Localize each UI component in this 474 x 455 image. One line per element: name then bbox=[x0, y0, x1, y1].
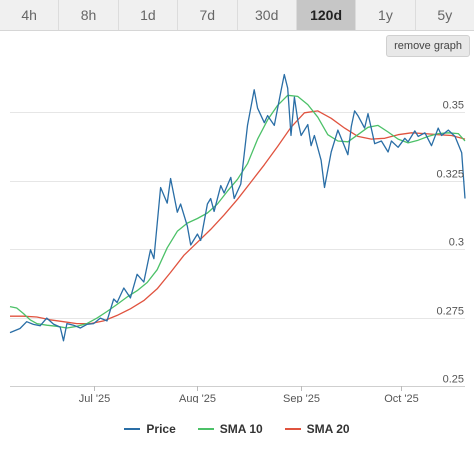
y-axis: 0.25 0.275 0.3 0.325 0.35 bbox=[436, 100, 464, 386]
tab-8h[interactable]: 8h bbox=[59, 0, 119, 30]
tab-4h[interactable]: 4h bbox=[0, 0, 60, 30]
tab-7d[interactable]: 7d bbox=[178, 0, 238, 30]
range-tab-bar: 4h 8h 1d 7d 30d 120d 1y 5y bbox=[0, 0, 474, 31]
legend-item-price[interactable]: Price bbox=[124, 422, 176, 436]
x-tick-label: Aug '25 bbox=[179, 393, 216, 403]
legend-item-sma10[interactable]: SMA 10 bbox=[197, 422, 263, 436]
y-tick-label: 0.275 bbox=[436, 306, 464, 318]
tab-120d[interactable]: 120d bbox=[296, 0, 357, 30]
price-swatch bbox=[124, 428, 141, 430]
legend-label-sma10: SMA 10 bbox=[219, 422, 263, 436]
tab-1y[interactable]: 1y bbox=[356, 0, 416, 30]
sma10-line bbox=[9, 94, 466, 329]
x-tick-label: Jul '25 bbox=[79, 393, 110, 403]
y-tick-label: 0.25 bbox=[443, 374, 464, 386]
x-axis: Jul '25 Aug '25 Sep '25 Oct '25 bbox=[10, 386, 465, 403]
y-tick-label: 0.325 bbox=[436, 169, 464, 181]
price-line bbox=[9, 73, 466, 342]
x-tick-label: Sep '25 bbox=[283, 393, 320, 403]
remove-graph-button[interactable]: remove graph bbox=[386, 35, 470, 57]
sma20-line bbox=[10, 110, 466, 325]
tab-1d[interactable]: 1d bbox=[119, 0, 179, 30]
tab-5y[interactable]: 5y bbox=[437, 7, 453, 23]
sma20-swatch bbox=[284, 428, 301, 430]
price-chart: Jul '25 Aug '25 Sep '25 Oct '25 0.250.2750.… bbox=[9, 73, 466, 403]
y-tick-label: 0.3 bbox=[449, 237, 464, 249]
y-tick-label: 0.35 bbox=[443, 100, 464, 112]
chart-legend: Price SMA 10 SMA 20 bbox=[0, 418, 474, 440]
legend-item-sma20[interactable]: SMA 20 bbox=[284, 422, 350, 436]
legend-label-sma20: SMA 20 bbox=[306, 422, 350, 436]
sma10-swatch bbox=[197, 428, 214, 430]
x-tick-label: Oct '25 bbox=[384, 393, 419, 403]
legend-label-price: Price bbox=[146, 422, 176, 436]
grid bbox=[10, 112, 465, 387]
tab-30d[interactable]: 30d bbox=[238, 0, 297, 30]
series-lines bbox=[9, 73, 466, 342]
